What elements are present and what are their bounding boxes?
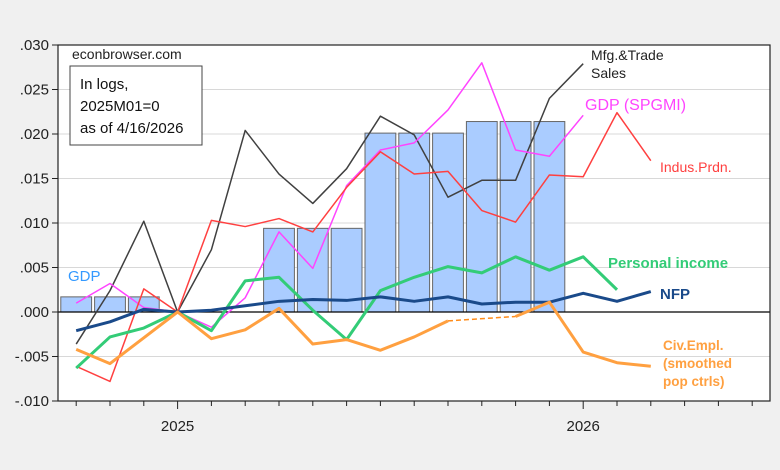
series-gap-dashed-civ-empl-smoothed-pop-ctrls xyxy=(447,315,516,322)
note-text: In logs, xyxy=(80,76,128,93)
note-box xyxy=(69,65,203,146)
gdp-bar xyxy=(432,132,464,313)
y-tick-label: .015 xyxy=(20,171,49,188)
y-tick-label: .005 xyxy=(20,260,49,277)
series-line-civ-empl-smoothed-pop-ctrls xyxy=(75,306,449,366)
gdp-bar xyxy=(499,121,532,313)
gdp-bar xyxy=(465,121,498,313)
y-tick-label: -.010 xyxy=(15,393,49,410)
label-mfg-trade-sales: Sales xyxy=(591,65,626,81)
label-civ-empl-smoothed-pop-ctrls: Civ.Empl. xyxy=(663,338,724,353)
y-tick-label: -.005 xyxy=(15,349,49,366)
y-tick-label: .020 xyxy=(20,126,49,143)
y-tick-label: .025 xyxy=(20,82,49,99)
label-gdp: GDP xyxy=(68,268,101,285)
series-line-indus-prdn xyxy=(75,111,652,383)
series-line-civ-empl-smoothed-pop-ctrls xyxy=(515,300,651,368)
note-text: 2025M01=0 xyxy=(80,98,160,115)
label-civ-empl-smoothed-pop-ctrls: pop ctrls) xyxy=(663,374,725,389)
label-gdp-spgmi: GDP (SPGMI) xyxy=(585,97,686,114)
label-personal-income: Personal income xyxy=(608,255,728,272)
watermark-text: econbrowser.com xyxy=(72,46,182,62)
label-indus-prdn: Indus.Prdn. xyxy=(660,159,732,175)
gdp-bar xyxy=(60,296,93,313)
series-line-mfg-trade-sales xyxy=(75,63,584,345)
note-text: as of 4/16/2026 xyxy=(80,120,183,137)
label-mfg-trade-sales: Mfg.&Trade xyxy=(591,47,664,63)
label-civ-empl-smoothed-pop-ctrls: (smoothed xyxy=(663,356,732,371)
gdp-bar xyxy=(94,296,126,313)
series-line-nfp xyxy=(75,290,652,333)
label-nfp: NFP xyxy=(660,286,690,303)
y-tick-label: .000 xyxy=(20,304,49,321)
x-tick-label: 2025 xyxy=(161,418,194,435)
gdp-bar xyxy=(533,121,566,313)
y-tick-label: .010 xyxy=(20,215,49,232)
x-tick-label: 2026 xyxy=(567,418,600,435)
gdp-bar xyxy=(398,132,431,313)
y-tick-label: .030 xyxy=(20,37,49,54)
